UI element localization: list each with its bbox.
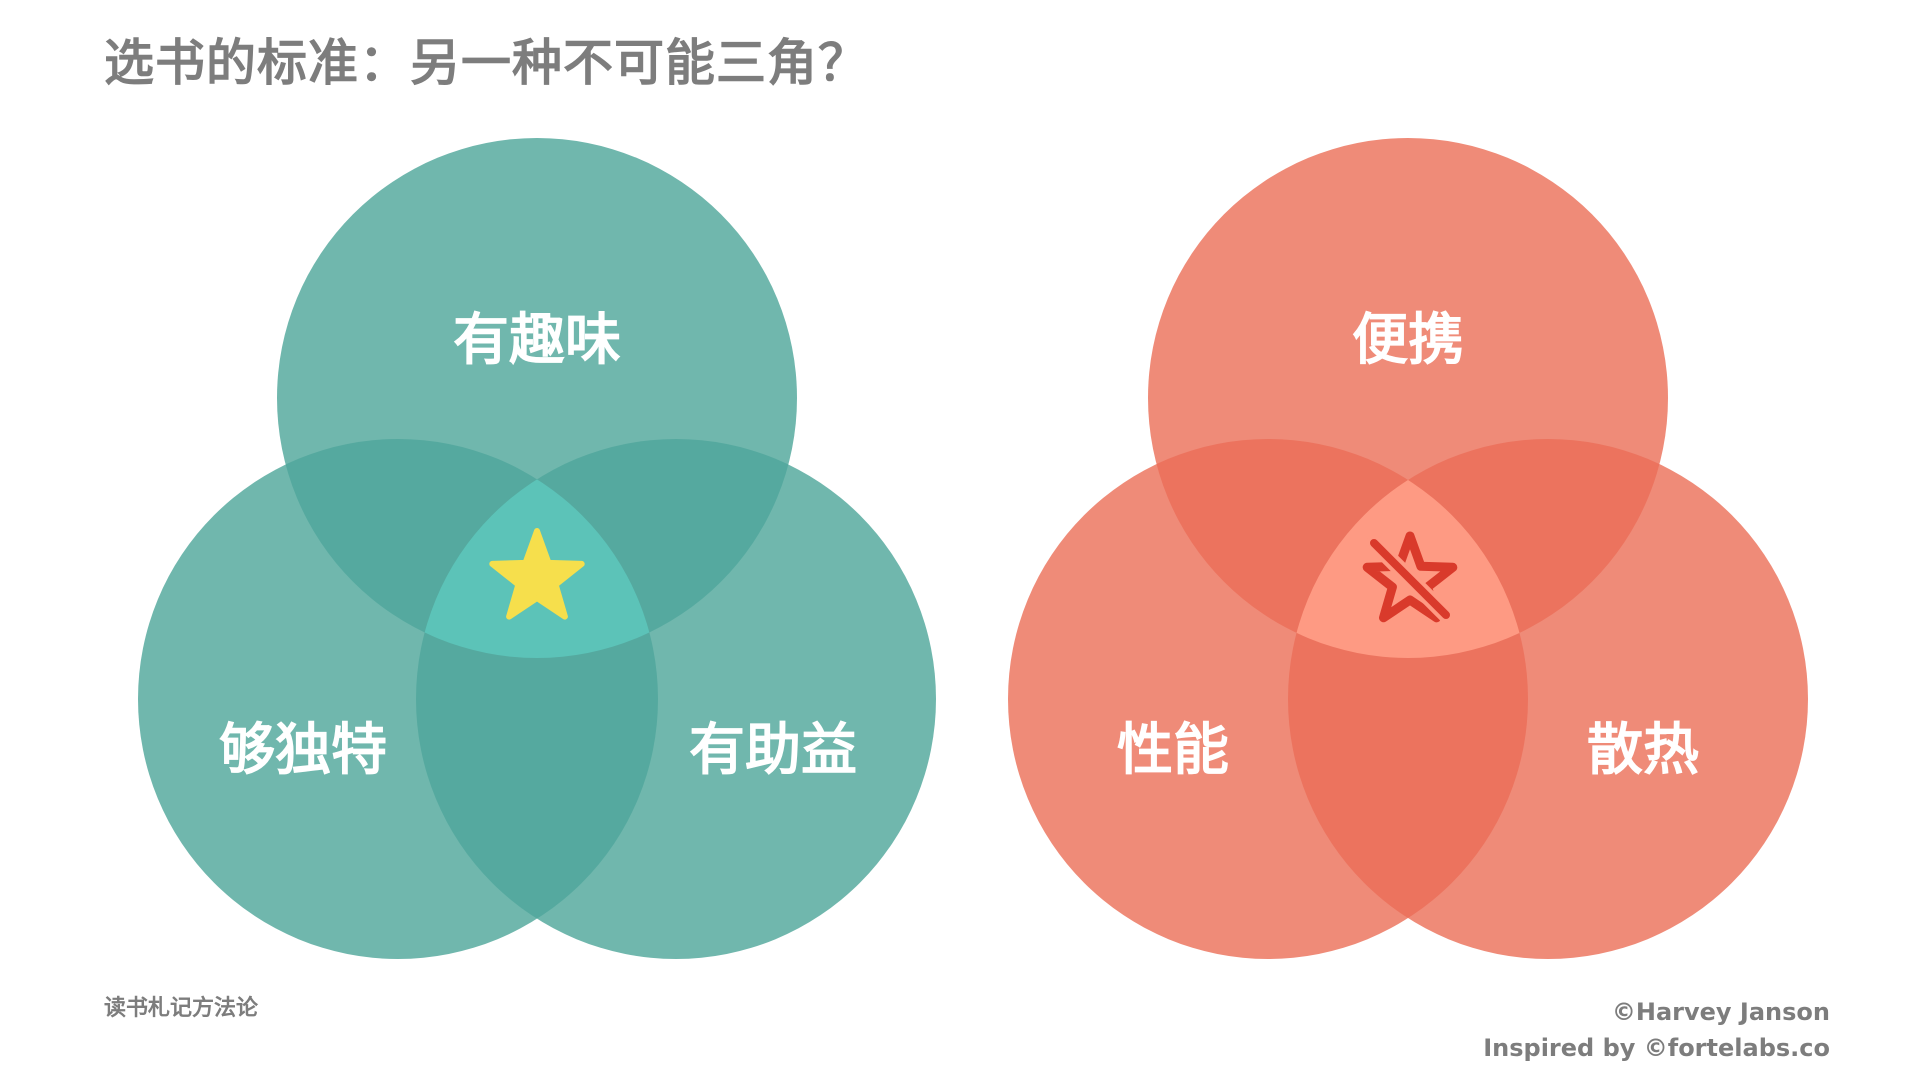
star-crossed-out-icon bbox=[1362, 531, 1458, 623]
label-helpful: 有助益 bbox=[689, 718, 857, 783]
label-portable: 便携 bbox=[1352, 308, 1464, 373]
series-name: 读书札记方法论 bbox=[104, 996, 259, 1021]
page-title: 选书的标准：另一种不可能三角？ bbox=[104, 34, 869, 92]
label-cooling: 散热 bbox=[1587, 718, 1699, 783]
label-unique: 够独特 bbox=[219, 718, 387, 783]
copyright-text: ©Harvey Janson bbox=[1611, 998, 1830, 1026]
label-performance: 性能 bbox=[1117, 718, 1229, 783]
label-interesting: 有趣味 bbox=[453, 308, 621, 373]
venn-right: 便携 性能 散热 bbox=[1008, 138, 1808, 959]
credits: ©Harvey Janson Inspired by ©fortelabs.co bbox=[1483, 994, 1830, 1066]
star-icon bbox=[489, 528, 585, 620]
venn-left: 有趣味 够独特 有助益 bbox=[138, 138, 936, 959]
inspired-by-text: Inspired by ©fortelabs.co bbox=[1483, 1034, 1830, 1062]
